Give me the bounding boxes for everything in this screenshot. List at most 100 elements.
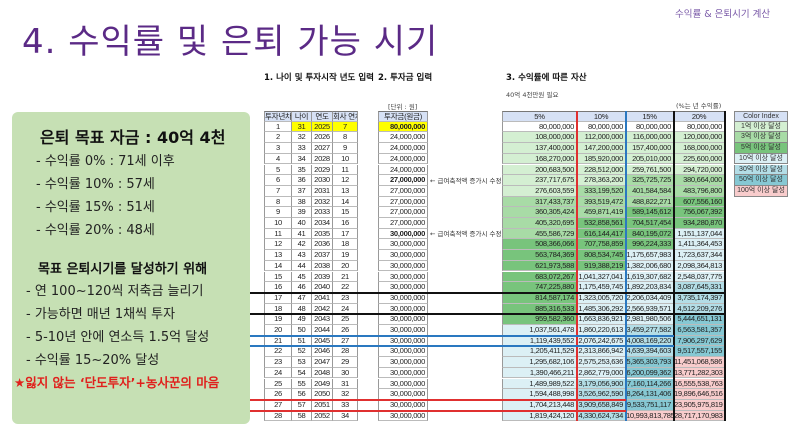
cell-company-year: 31 [333, 378, 358, 390]
column-header-company-year: 회사 연차 [333, 111, 358, 122]
cell-asset-15: 9,533,751,117 [626, 399, 674, 411]
cell-investment: 30,000,000 [378, 367, 428, 379]
target-age-line [250, 398, 626, 401]
cell-asset-5: 108,000,000 [502, 132, 577, 144]
cell-age: 35 [292, 164, 312, 176]
cell-company-year: 14 [333, 196, 358, 208]
cell-asset-10: 459,871,419 [577, 207, 626, 218]
cell-asset-15: 8,264,131,406 [626, 389, 674, 400]
goal-title: 은퇴 목표 자금 : 40억 4천 [40, 128, 226, 147]
cell-company-year: 23 [333, 292, 358, 304]
cell-year: 2034 [312, 218, 333, 229]
cell-asset-20: 23,905,975,819 [674, 399, 725, 411]
section-heading-investment: 2. 투자금 입력 [378, 73, 433, 83]
cell-asset-15: 6,200,099,362 [626, 367, 674, 379]
cell-asset-10: 2,575,253,636 [577, 357, 626, 368]
cell-age: 33 [292, 143, 312, 154]
cell-age: 32 [292, 132, 312, 144]
cell-year-index: 19 [264, 314, 292, 325]
cell-year-index: 1 [264, 121, 292, 133]
cell-year-index: 17 [264, 292, 292, 304]
color-index-item: 100억 이상 달성 [734, 185, 788, 197]
cell-asset-20: 2,098,364,813 [674, 260, 725, 272]
cell-year-index: 3 [264, 143, 292, 154]
cell-year: 2041 [312, 292, 333, 304]
cell-investment: 30,000,000 [378, 378, 428, 390]
plan-item: - 5-10년 안에 연소득 1.5억 달성 [26, 330, 210, 345]
cell-year-index: 4 [264, 153, 292, 165]
cell-asset-5: 508,366,066 [502, 239, 577, 251]
cell-investment: 24,000,000 [378, 132, 428, 144]
cell-age: 53 [292, 357, 312, 368]
cell-asset-20: 294,720,000 [674, 164, 725, 176]
salary-note: ← 급여축적액 증가시 수정 [430, 230, 502, 238]
goal-item: - 수익률 15% : 51세 [36, 200, 155, 215]
color-index-title: Color Index [734, 111, 788, 122]
cell-company-year: 34 [333, 410, 358, 422]
cell-asset-10: 278,363,200 [577, 175, 626, 186]
cell-asset-10: 3,179,056,900 [577, 378, 626, 390]
cell-asset-20: 3,735,174,397 [674, 292, 725, 304]
cell-age: 44 [292, 260, 312, 272]
cell-year: 2039 [312, 271, 333, 283]
cell-asset-15: 401,584,584 [626, 185, 674, 197]
cell-year-index: 6 [264, 175, 292, 186]
cell-year: 2031 [312, 185, 333, 197]
cell-year: 2025 [312, 121, 333, 133]
cell-asset-10: 919,388,219 [577, 260, 626, 272]
column-highlight-border [576, 111, 578, 422]
column-header-year-index: 투자년차 [264, 111, 292, 122]
cell-year: 2035 [312, 228, 333, 240]
cell-company-year: 21 [333, 271, 358, 283]
cell-age: 42 [292, 239, 312, 251]
cell-asset-5: 1,390,466,211 [502, 367, 577, 379]
cell-age: 49 [292, 314, 312, 325]
cell-asset-20: 11,451,068,586 [674, 357, 725, 368]
goal-item: - 수익률 10% : 57세 [36, 177, 155, 192]
cell-asset-5: 683,072,267 [502, 271, 577, 283]
cell-investment: 30,000,000 [378, 357, 428, 368]
slide-section-label: 수익률 & 은퇴시기 계산 [675, 9, 771, 20]
cell-year-index: 12 [264, 239, 292, 251]
cell-asset-15: 2,206,034,409 [626, 292, 674, 304]
cell-asset-10: 707,758,859 [577, 239, 626, 251]
cell-asset-10: 532,858,561 [577, 218, 626, 229]
cell-age: 38 [292, 196, 312, 208]
section-heading-age: 1. 나이 및 투자시작 년도 입력 [264, 73, 374, 83]
cell-asset-5: 1,489,989,522 [502, 378, 577, 390]
cell-year: 2047 [312, 357, 333, 368]
cell-investment: 80,000,000 [378, 121, 428, 133]
highlight-text: ★잃지 않는 ‘단도투자’+농사꾼의 마음 [14, 375, 220, 390]
cell-investment: 27,000,000 [378, 185, 428, 197]
cell-year-index: 28 [264, 410, 292, 422]
cell-investment: 24,000,000 [378, 143, 428, 154]
goal-item: - 수익률 0% : 71세 이후 [36, 154, 175, 169]
cell-asset-5: 621,973,588 [502, 260, 577, 272]
cell-asset-20: 225,600,000 [674, 153, 725, 165]
cell-asset-20: 9,517,557,155 [674, 346, 725, 358]
cell-year-index: 5 [264, 164, 292, 176]
cell-asset-5: 563,784,369 [502, 250, 577, 261]
cell-age: 45 [292, 271, 312, 283]
cell-year-index: 7 [264, 185, 292, 197]
color-index-item: 5억 이상 달성 [734, 143, 788, 154]
cell-investment: 30,000,000 [378, 314, 428, 325]
cell-year-index: 22 [264, 346, 292, 358]
cell-asset-5: 168,270,000 [502, 153, 577, 165]
cell-investment: 30,000,000 [378, 271, 428, 283]
color-index-item: 10억 이상 달성 [734, 153, 788, 165]
cell-asset-20: 1,151,137,044 [674, 228, 725, 240]
cell-investment: 30,000,000 [378, 292, 428, 304]
cell-asset-20: 120,000,000 [674, 132, 725, 144]
cell-asset-10: 333,199,520 [577, 185, 626, 197]
cell-year-index: 25 [264, 378, 292, 390]
cell-asset-5: 814,587,174 [502, 292, 577, 304]
column-highlight-border [724, 111, 726, 422]
cell-asset-15: 7,160,114,266 [626, 378, 674, 390]
cell-asset-20: 7,906,297,629 [674, 335, 725, 347]
cell-age: 54 [292, 367, 312, 379]
rate-note: (%는 년 수익률) [676, 102, 722, 110]
cell-asset-5: 317,433,737 [502, 196, 577, 208]
target-age-line [250, 345, 674, 348]
cell-age: 40 [292, 218, 312, 229]
